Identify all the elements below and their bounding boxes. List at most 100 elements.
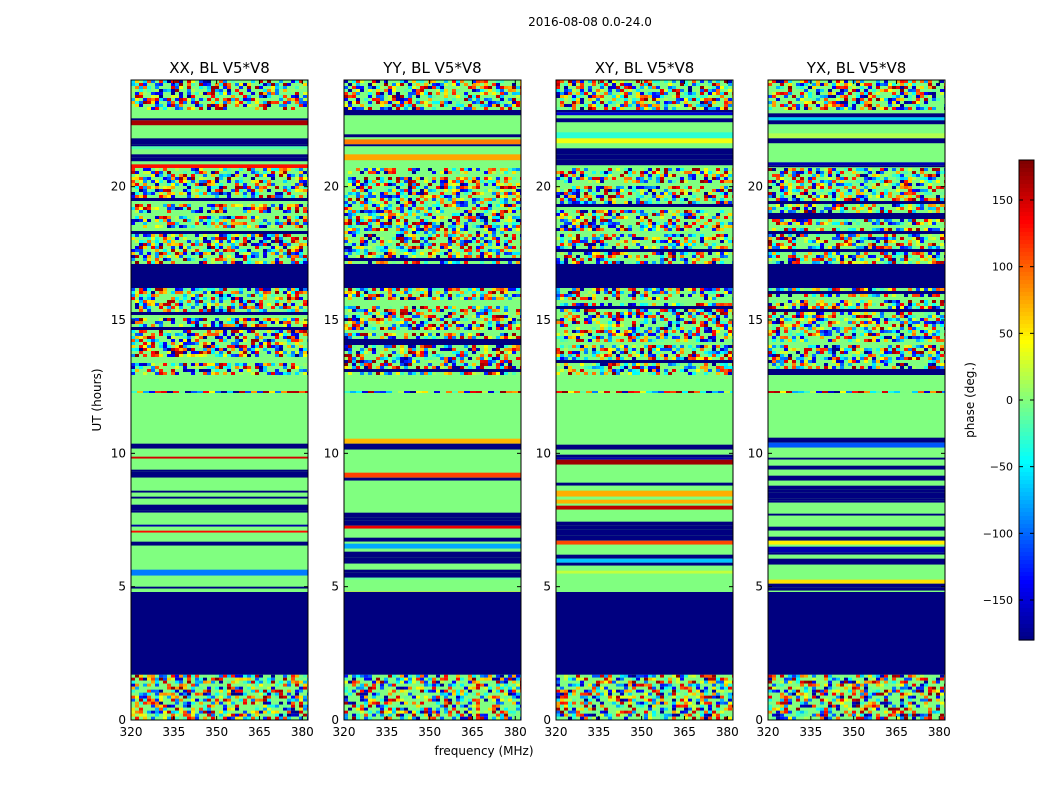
phase-cell	[167, 309, 171, 312]
stripe	[131, 588, 308, 592]
phase-cell	[243, 80, 247, 83]
phase-cell	[215, 366, 219, 369]
phase-cell	[460, 689, 464, 693]
stripe	[344, 452, 521, 457]
phase-cell	[263, 95, 267, 98]
phase-cell	[163, 321, 167, 324]
phase-cell	[247, 318, 251, 321]
phase-cell	[448, 704, 452, 708]
phase-cell	[263, 86, 267, 89]
phase-cell	[171, 186, 175, 189]
phase-cell	[344, 692, 348, 696]
phase-cell	[275, 101, 279, 104]
phase-cell	[131, 201, 135, 204]
phase-cell	[303, 92, 307, 95]
phase-cell	[143, 686, 147, 690]
phase-cell	[147, 324, 151, 327]
phase-cell	[175, 336, 179, 339]
phase-cell	[151, 686, 155, 690]
phase-cell	[191, 183, 195, 186]
phase-cell	[404, 677, 408, 681]
phase-cell	[259, 674, 263, 678]
phase-cell	[159, 195, 163, 198]
phase-cell	[139, 713, 143, 717]
phase-cell	[271, 300, 275, 303]
phase-cell	[247, 294, 251, 297]
phase-cell	[392, 689, 396, 693]
phase-cell	[135, 234, 139, 237]
phase-cell	[195, 321, 199, 324]
phase-cell	[295, 689, 299, 693]
phase-cell	[219, 312, 223, 315]
phase-cell	[291, 698, 295, 702]
phase-cell	[155, 86, 159, 89]
phase-cell	[187, 333, 191, 336]
phase-cell	[492, 692, 496, 696]
phase-cell	[143, 689, 147, 693]
phase-cell	[235, 342, 239, 345]
phase-cell	[147, 92, 151, 95]
phase-cell	[404, 674, 408, 678]
phase-cell	[452, 294, 456, 297]
phase-cell	[191, 306, 195, 309]
phase-cell	[508, 707, 512, 711]
phase-cell	[163, 360, 167, 363]
phase-cell	[408, 713, 412, 717]
phase-cell	[255, 261, 259, 264]
phase-cell	[231, 207, 235, 210]
phase-cell	[175, 288, 179, 291]
phase-cell	[227, 713, 231, 717]
phase-cell	[291, 92, 295, 95]
phase-cell	[504, 686, 508, 690]
phase-cell	[299, 216, 303, 219]
phase-cell	[179, 240, 183, 243]
phase-cell	[420, 297, 424, 300]
phase-cell	[291, 707, 295, 711]
phase-cell	[131, 345, 135, 348]
phase-cell	[283, 171, 287, 174]
phase-cell	[275, 216, 279, 219]
phase-cell	[195, 357, 199, 360]
phase-cell	[175, 716, 179, 720]
phase-cell	[295, 342, 299, 345]
phase-cell	[295, 225, 299, 228]
stripe	[131, 477, 308, 484]
phase-cell	[287, 192, 291, 195]
phase-cell	[223, 713, 227, 717]
phase-cell	[131, 713, 135, 717]
phase-cell	[159, 704, 163, 708]
phase-cell	[255, 240, 259, 243]
phase-cell	[287, 300, 291, 303]
phase-cell	[368, 288, 372, 291]
phase-cell	[171, 698, 175, 702]
phase-cell	[287, 237, 291, 240]
phase-cell	[203, 98, 207, 101]
phase-cell	[171, 234, 175, 237]
phase-cell	[171, 704, 175, 708]
phase-cell	[404, 713, 408, 717]
phase-cell	[484, 716, 488, 720]
phase-cell	[263, 92, 267, 95]
phase-cell	[452, 695, 456, 699]
phase-cell	[271, 234, 275, 237]
phase-cell	[299, 354, 303, 357]
phase-cell	[203, 80, 207, 83]
phase-cell	[191, 713, 195, 717]
phase-cell	[203, 713, 207, 717]
phase-cell	[255, 168, 259, 171]
phase-cell	[179, 107, 183, 110]
phase-cell	[163, 240, 167, 243]
phase-cell	[223, 321, 227, 324]
phase-cell	[187, 713, 191, 717]
phase-cell	[163, 219, 167, 222]
phase-cell	[207, 713, 211, 717]
phase-cell	[480, 674, 484, 678]
phase-cell	[171, 192, 175, 195]
phase-cell	[183, 249, 187, 252]
phase-cell	[131, 366, 135, 369]
phase-cell	[143, 363, 147, 366]
phase-cell	[191, 192, 195, 195]
phase-cell	[171, 369, 175, 372]
phase-cell	[159, 237, 163, 240]
